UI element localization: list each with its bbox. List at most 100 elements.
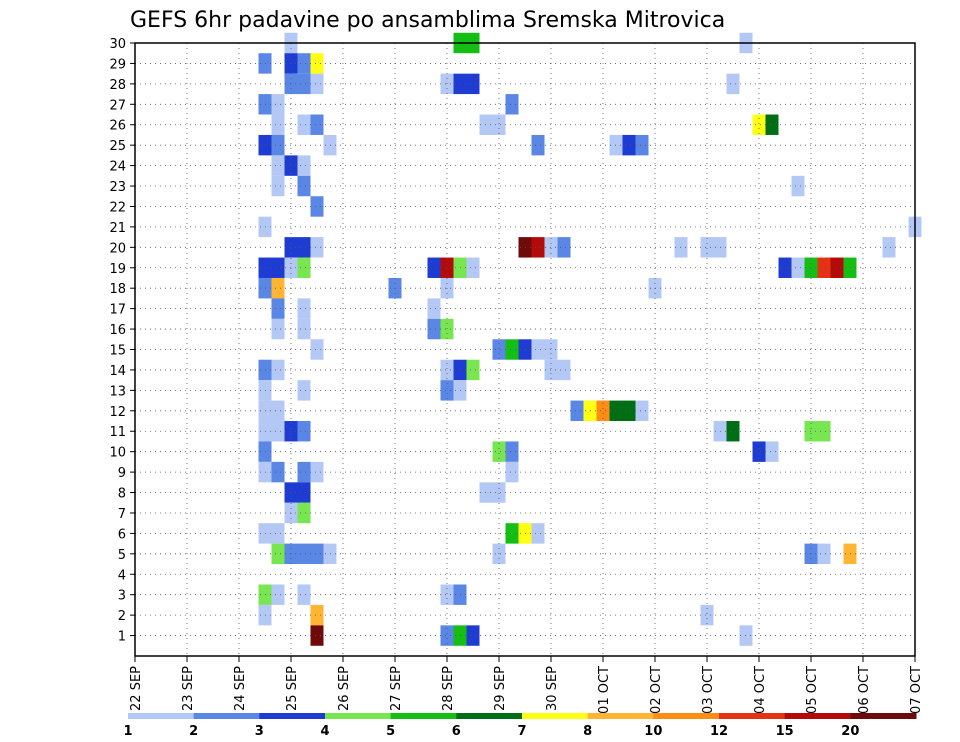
heatmap-cell: [752, 441, 766, 462]
heatmap-cell: [297, 502, 311, 524]
heatmap-cell: [310, 461, 324, 483]
heatmap-cell: [271, 523, 285, 544]
heatmap-cell: [310, 237, 324, 258]
y-tick-label: 19: [109, 262, 126, 277]
heatmap-cell: [505, 461, 519, 483]
y-tick-label: 12: [109, 405, 126, 420]
x-tick-label: 04 OCT: [753, 666, 768, 714]
y-tick-label: 16: [109, 323, 126, 338]
colorbar-swatch: [653, 713, 720, 719]
heatmap-cell: [271, 318, 285, 340]
y-tick-label: 11: [109, 425, 126, 440]
x-tick-label: 28 SEP: [441, 666, 456, 711]
y-tick-label: 13: [109, 384, 126, 399]
heatmap-cell: [297, 584, 311, 605]
colorbar-legend: 1 2 3 4 5 6 7 8 10 12 15 20: [123, 713, 917, 739]
heatmap-cell: [505, 441, 519, 462]
heatmap-cell: [570, 400, 584, 422]
heatmap-cell: [310, 625, 324, 646]
colorbar-label: 7: [517, 724, 526, 739]
heatmap-cell: [700, 237, 714, 258]
heatmap-cell: [531, 237, 545, 258]
heatmap-cell: [492, 441, 506, 462]
x-tick-label: 07 OCT: [909, 666, 924, 714]
heatmap-cell: [297, 73, 311, 95]
heatmap-cell: [310, 543, 324, 565]
colorbar-swatch: [784, 713, 851, 719]
heatmap-cell: [622, 400, 636, 422]
y-tick-label: 29: [109, 57, 126, 72]
y-tick-label: 20: [109, 241, 126, 256]
colorbar-label: 6: [452, 724, 461, 739]
heatmap-cell: [765, 441, 779, 462]
heatmap-cell: [297, 461, 311, 483]
heatmap-cell: [271, 277, 285, 299]
x-tick-label: 05 OCT: [805, 666, 820, 714]
heatmap-cell: [466, 625, 480, 646]
heatmap-cell: [635, 400, 649, 422]
y-tick-label: 27: [109, 98, 126, 113]
heatmap-cell: [297, 175, 311, 197]
heatmap-cell: [531, 339, 545, 360]
x-tick-label: 02 OCT: [649, 666, 664, 714]
y-tick-label: 18: [109, 282, 126, 297]
x-tick-label: 23 SEP: [181, 666, 196, 711]
y-tick-label: 17: [109, 303, 126, 318]
heatmap-cell: [427, 318, 441, 340]
heatmap-cell: [310, 604, 324, 626]
y-tick-label: 3: [118, 589, 126, 604]
y-tick-label: 1: [118, 630, 126, 645]
heatmap-cell: [635, 134, 649, 156]
heatmap-cell: [596, 400, 610, 422]
heatmap-cell: [271, 584, 285, 605]
heatmap-cell: [492, 482, 506, 503]
x-tick-label: 06 OCT: [857, 666, 872, 714]
colorbar-swatch: [456, 713, 523, 719]
heatmap-cell: [817, 421, 831, 442]
heatmap-cell: [791, 257, 805, 278]
heatmap-cell: [726, 421, 740, 442]
heatmap-cell: [427, 298, 441, 319]
colorbar-label: 5: [386, 724, 395, 739]
heatmap-cell: [297, 482, 311, 503]
y-tick-label: 26: [109, 119, 126, 134]
heatmap-cell: [557, 359, 571, 381]
heatmap-cell: [297, 53, 311, 74]
heatmap-cell: [310, 114, 324, 135]
heatmap-cell: [726, 73, 740, 95]
heatmap-cell: [505, 523, 519, 544]
heatmap-cell: [271, 461, 285, 483]
heatmap-cell: [466, 73, 480, 95]
heatmap-cell: [440, 318, 454, 340]
colorbar-label: 3: [255, 724, 264, 739]
heatmap-cell: [271, 134, 285, 156]
heatmap-cell: [791, 175, 805, 197]
colorbar-swatch: [522, 713, 589, 719]
y-tick-label: 14: [109, 364, 126, 379]
heatmap-cell: [440, 584, 454, 605]
colorbar-swatch: [587, 713, 654, 719]
heatmap-cell: [297, 298, 311, 319]
heatmap-cell: [297, 421, 311, 442]
heatmap-cell: [492, 339, 506, 360]
y-tick-label: 22: [109, 200, 126, 215]
heatmap-cell: [271, 155, 285, 176]
heatmap-cell: [310, 53, 324, 74]
heatmap-cell: [531, 523, 545, 544]
y-tick-label: 23: [109, 180, 126, 195]
heatmap-cell: [440, 257, 454, 278]
heatmap-cell: [505, 339, 519, 360]
colorbar-swatch: [850, 713, 917, 719]
heatmap-cell: [271, 114, 285, 135]
colorbar-swatch: [259, 713, 326, 719]
heatmap-cell: [271, 543, 285, 565]
colorbar-label: 10: [644, 724, 662, 739]
heatmap-cell: [271, 400, 285, 422]
colorbar-label: 4: [320, 724, 329, 739]
x-tick-label: 27 SEP: [389, 666, 404, 711]
colorbar-label: 8: [583, 724, 592, 739]
heatmap-cell: [817, 543, 831, 565]
y-tick-label: 24: [109, 160, 126, 175]
heatmap-cell: [271, 175, 285, 197]
